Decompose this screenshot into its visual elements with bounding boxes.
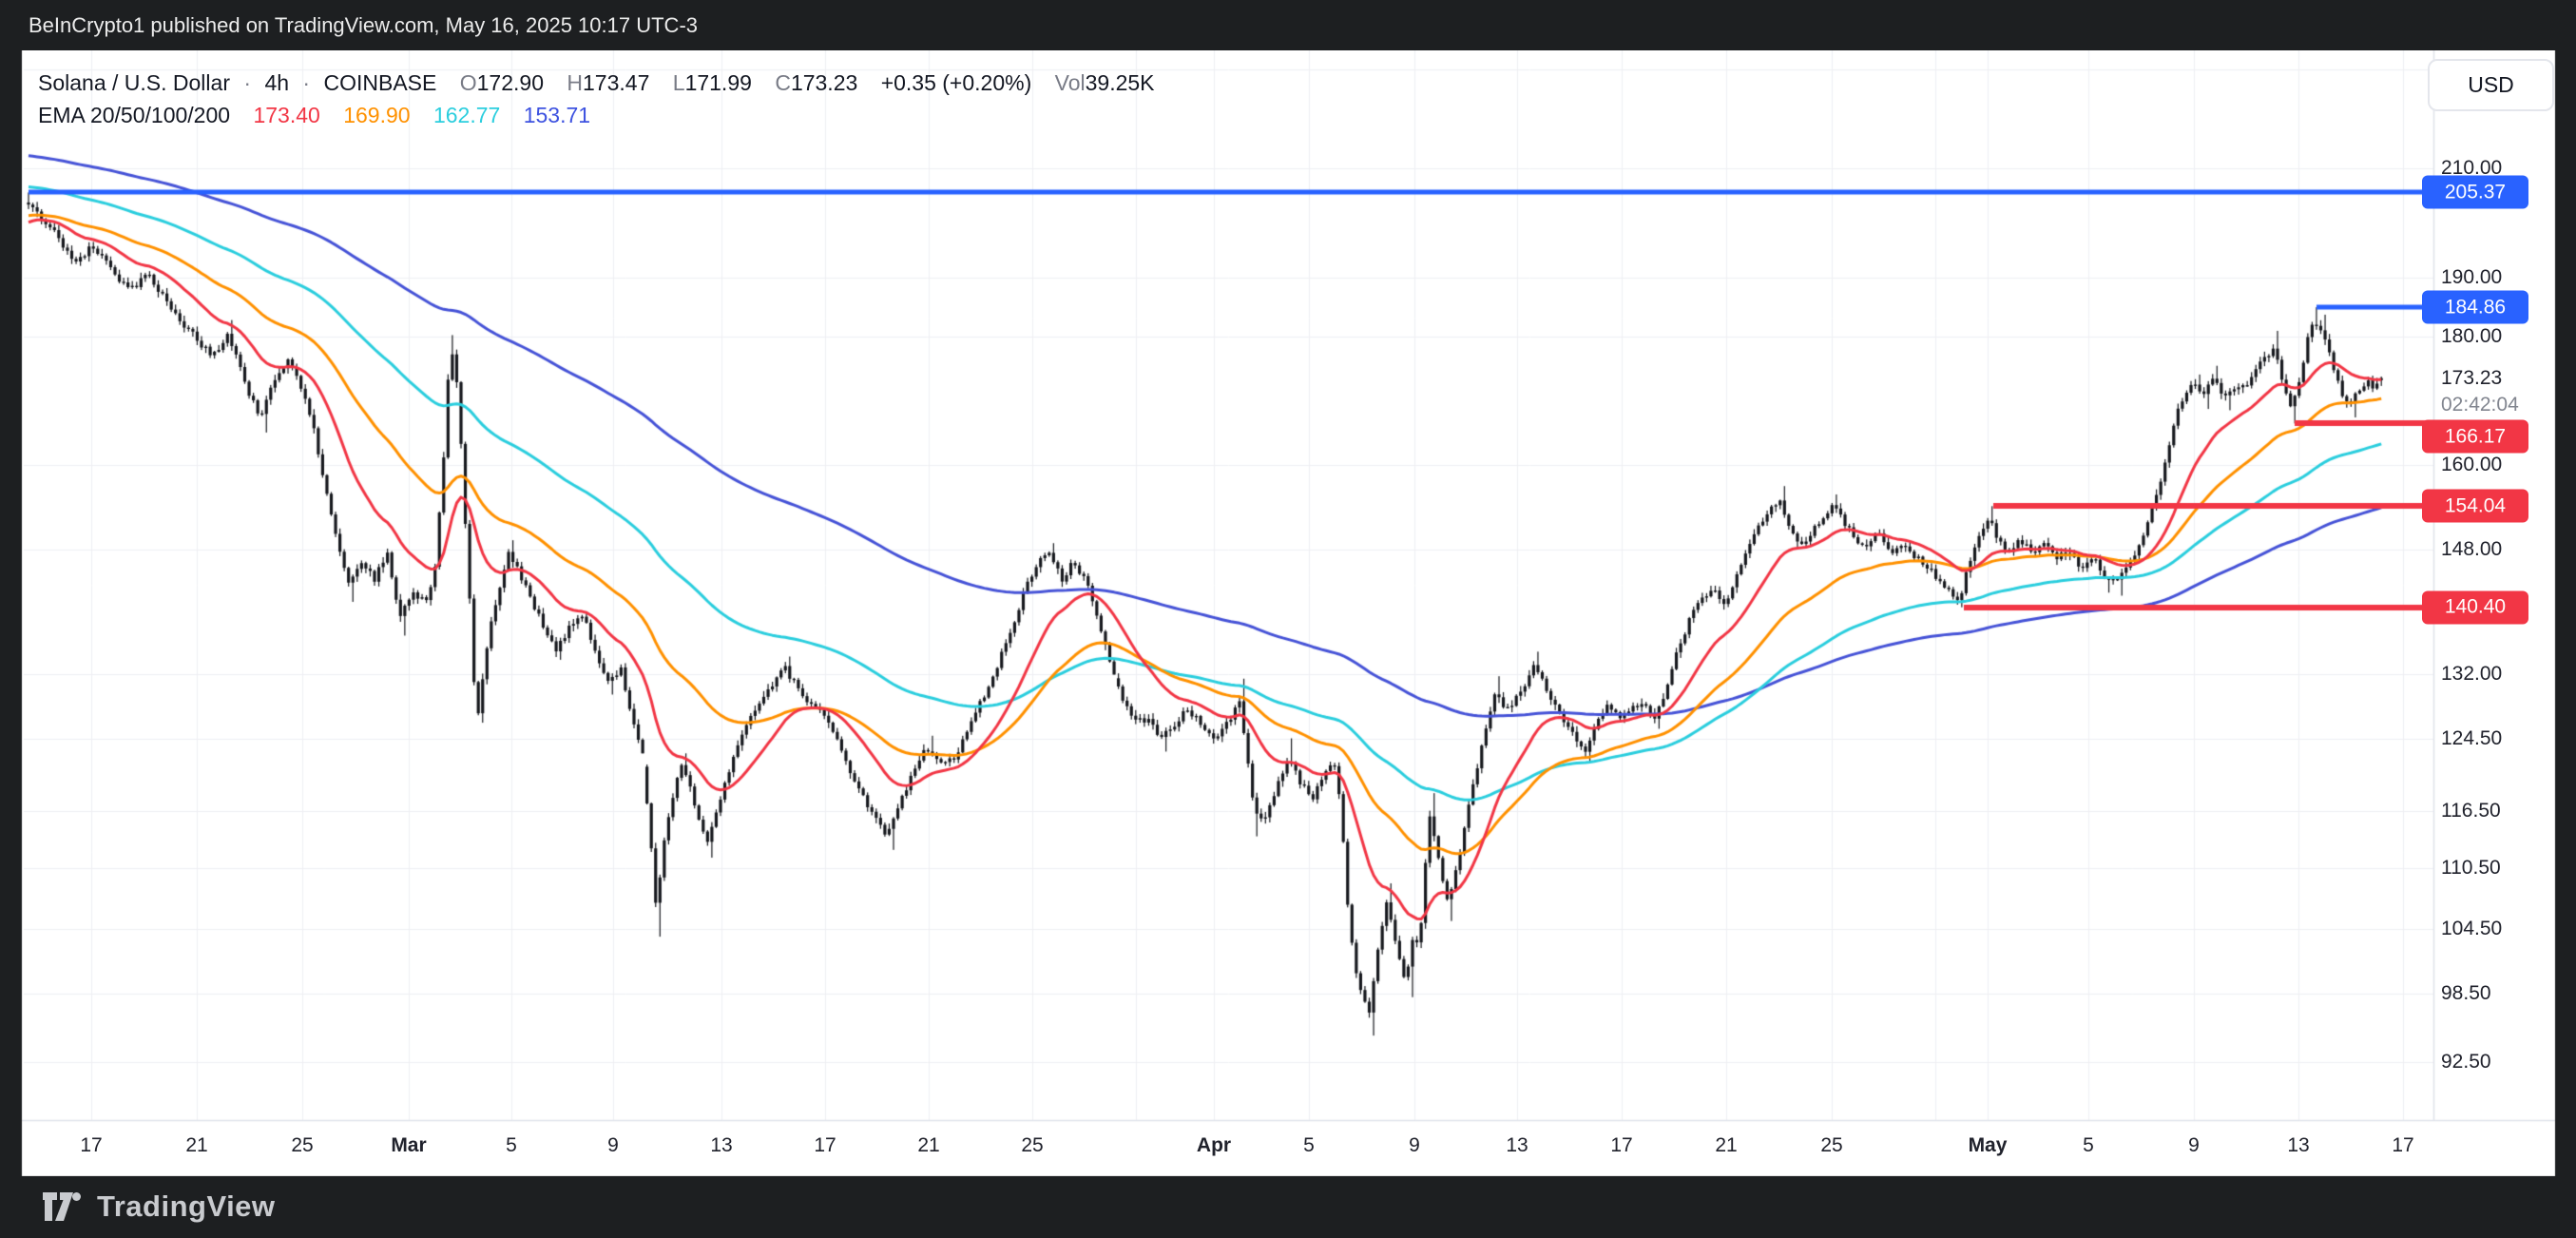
- level-price-label: 205.37: [2422, 175, 2528, 209]
- time-tick-label: 5: [1303, 1134, 1315, 1156]
- price-tick-label: 148.00: [2441, 538, 2503, 561]
- time-tick-label: 17: [1610, 1134, 1633, 1156]
- time-tick-label: 5: [506, 1134, 517, 1156]
- close-value: 173.23: [790, 70, 858, 95]
- price-tick-label: 104.50: [2441, 918, 2503, 940]
- low-label: L: [672, 70, 685, 95]
- low-value: 171.99: [684, 70, 752, 95]
- open-value: 172.90: [476, 70, 544, 95]
- attribution-text: BeInCrypto1 published on TradingView.com…: [29, 13, 698, 37]
- price-tick-label: 190.00: [2441, 265, 2503, 288]
- tradingview-logo-icon: [43, 1192, 81, 1221]
- price-tick-label: 180.00: [2441, 324, 2503, 347]
- candle-countdown-timer: 02:42:04: [2441, 393, 2519, 416]
- ema-legend-label: EMA 20/50/100/200: [38, 103, 231, 127]
- ema-legend: EMA 20/50/100/200 173.40 169.90 162.77 1…: [38, 103, 590, 128]
- time-tick-label: 17: [80, 1134, 103, 1156]
- time-tick-label: 25: [1021, 1134, 1044, 1156]
- high-label: H: [567, 70, 584, 95]
- time-tick-label: 25: [1820, 1134, 1843, 1156]
- level-price-label: 154.04: [2422, 489, 2528, 523]
- volume-label: Vol: [1054, 70, 1086, 95]
- time-tick-label: 17: [814, 1134, 836, 1156]
- interval-label: 4h: [264, 70, 290, 95]
- time-tick-label: 9: [1409, 1134, 1420, 1156]
- price-axis[interactable]: 210.00 190.00 180.00 160.00 148.00 132.00 124.…: [2422, 50, 2557, 1176]
- time-axis[interactable]: 17 21 25 Mar 5 9 13 17 21 25 Apr 5 9 13 17 21 25 May 5 9 13 1…: [24, 1120, 2433, 1177]
- time-tick-label: 13: [710, 1134, 733, 1156]
- open-label: O: [459, 70, 477, 95]
- volume-value: 39.25K: [1085, 70, 1155, 95]
- tradingview-brand-text: TradingView: [97, 1190, 276, 1223]
- separator: ·: [302, 70, 311, 95]
- separator: ·: [243, 70, 252, 95]
- symbol-title: Solana / U.S. Dollar: [38, 70, 230, 95]
- time-tick-label: 21: [917, 1134, 940, 1156]
- time-tick-label: 13: [2287, 1134, 2310, 1156]
- ema20-value: 173.40: [253, 103, 320, 127]
- price-tick-label: 116.50: [2441, 799, 2501, 822]
- price-tick-label: 98.50: [2441, 982, 2491, 1005]
- price-tick-label: 210.00: [2441, 156, 2503, 179]
- level-price-label: 140.40: [2422, 590, 2528, 625]
- price-tick-label: 92.50: [2441, 1051, 2491, 1074]
- top-attribution-bar: BeInCrypto1 published on TradingView.com…: [0, 0, 2576, 50]
- time-tick-label: 21: [1715, 1134, 1738, 1156]
- ema100-value: 162.77: [433, 103, 501, 127]
- price-tick-label: 160.00: [2441, 453, 2503, 475]
- change-value: +0.35 (+0.20%): [880, 70, 1032, 95]
- level-price-label: 184.86: [2422, 290, 2528, 324]
- high-value: 173.47: [583, 70, 650, 95]
- time-tick-month-label: Mar: [391, 1134, 427, 1156]
- tradingview-brand-link[interactable]: TradingView: [42, 1190, 276, 1224]
- time-tick-label: 5: [2083, 1134, 2094, 1156]
- ema50-value: 169.90: [343, 103, 411, 127]
- time-tick-label: 17: [2392, 1134, 2414, 1156]
- time-tick-label: 13: [1506, 1134, 1528, 1156]
- chart-legend-line1: Solana / U.S. Dollar · 4h · COINBASE O17…: [38, 70, 1155, 96]
- level-price-label: 166.17: [2422, 419, 2528, 454]
- ema200-value: 153.71: [523, 103, 591, 127]
- exchange-label: COINBASE: [323, 70, 437, 95]
- currency-toggle-button[interactable]: USD: [2428, 59, 2554, 111]
- time-tick-label: 21: [185, 1134, 208, 1156]
- time-tick-month-label: Apr: [1196, 1134, 1232, 1156]
- time-tick-month-label: May: [1968, 1134, 2008, 1156]
- price-tick-label: 132.00: [2441, 663, 2503, 686]
- time-tick-label: 25: [291, 1134, 314, 1156]
- time-tick-label: 9: [607, 1134, 619, 1156]
- price-tick-label: 110.50: [2441, 857, 2501, 880]
- last-price-label: 173.23: [2441, 366, 2503, 389]
- close-label: C: [775, 70, 791, 95]
- bottom-brand-bar: TradingView: [0, 1176, 2576, 1238]
- time-tick-label: 9: [2188, 1134, 2200, 1156]
- price-tick-label: 124.50: [2441, 726, 2503, 749]
